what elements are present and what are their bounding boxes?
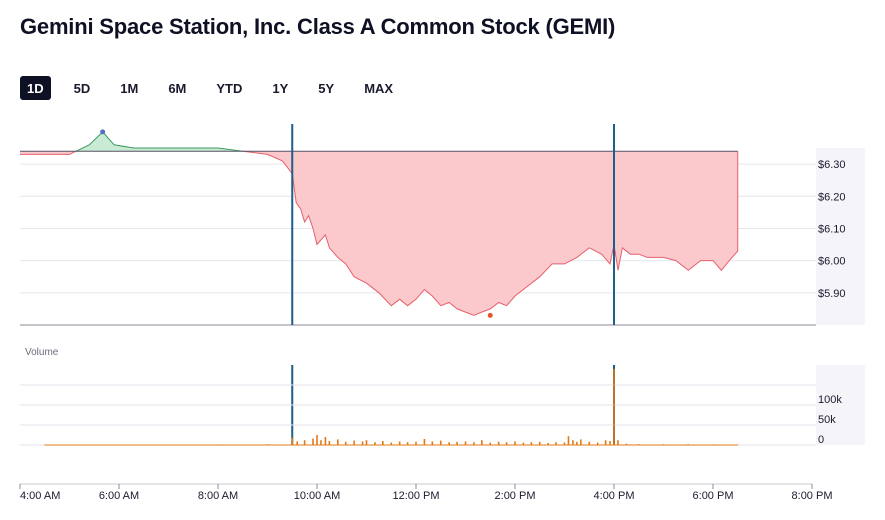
x-axis-tick-label: 12:00 PM (392, 490, 439, 502)
volume-y-axis: 100k 50k 0 (816, 365, 865, 446)
price-tick-label: $6.20 (818, 191, 846, 203)
price-tick-label: $6.30 (818, 159, 846, 171)
x-axis-tick-label: 10:00 AM (294, 490, 340, 502)
tab-ytd[interactable]: YTD (209, 76, 249, 100)
price-area (20, 131, 739, 316)
x-axis-tick-label: 6:00 PM (693, 490, 734, 502)
price-area-down (20, 151, 738, 316)
volume-tick-label: 100k (818, 394, 842, 406)
price-tick-label: $6.10 (818, 223, 846, 235)
price-line-down (20, 151, 739, 316)
volume-bars (43, 369, 739, 446)
tab-1d[interactable]: 1D (20, 76, 51, 100)
price-tick-label: $5.90 (818, 288, 846, 300)
volume-label: Volume (25, 347, 59, 358)
volume-tick-label: 0 (818, 434, 824, 446)
x-axis-tick-label: 8:00 PM (792, 490, 833, 502)
price-axis-band (816, 148, 865, 325)
tab-5d[interactable]: 5D (67, 76, 98, 100)
page-title: Gemini Space Station, Inc. Class A Commo… (20, 14, 616, 39)
tab-1m[interactable]: 1M (113, 76, 145, 100)
price-area-up (20, 131, 738, 152)
price-high-point (100, 129, 106, 135)
tab-5y[interactable]: 5Y (311, 76, 341, 100)
x-axis-tick-label: 8:00 AM (198, 490, 238, 502)
price-y-axis: $6.30 $6.20 $6.10 $6.00 $5.90 (816, 148, 865, 325)
price-tick-label: $6.00 (818, 256, 846, 268)
time-x-axis: 4:00 AM 6:00 AM 8:00 AM 10:00 AM 12:00 PM 2:0… (19, 483, 833, 502)
x-axis-tick-label: 4:00 PM (594, 490, 635, 502)
tab-1y[interactable]: 1Y (265, 76, 295, 100)
tab-6m[interactable]: 6M (161, 76, 193, 100)
x-axis-tick-label: 4:00 AM (20, 490, 60, 502)
volume-axis-band (816, 365, 865, 445)
range-tabs: 1D 5D 1M 6M YTD 1Y 5Y MAX (20, 76, 416, 100)
price-extreme-points (100, 129, 493, 318)
price-low-point (487, 312, 493, 318)
x-axis-tick-label: 6:00 AM (99, 490, 139, 502)
volume-tick-label: 50k (818, 414, 836, 426)
tab-max[interactable]: MAX (357, 76, 400, 100)
volume-grid (20, 384, 816, 446)
x-axis-tick-label: 2:00 PM (495, 490, 536, 502)
